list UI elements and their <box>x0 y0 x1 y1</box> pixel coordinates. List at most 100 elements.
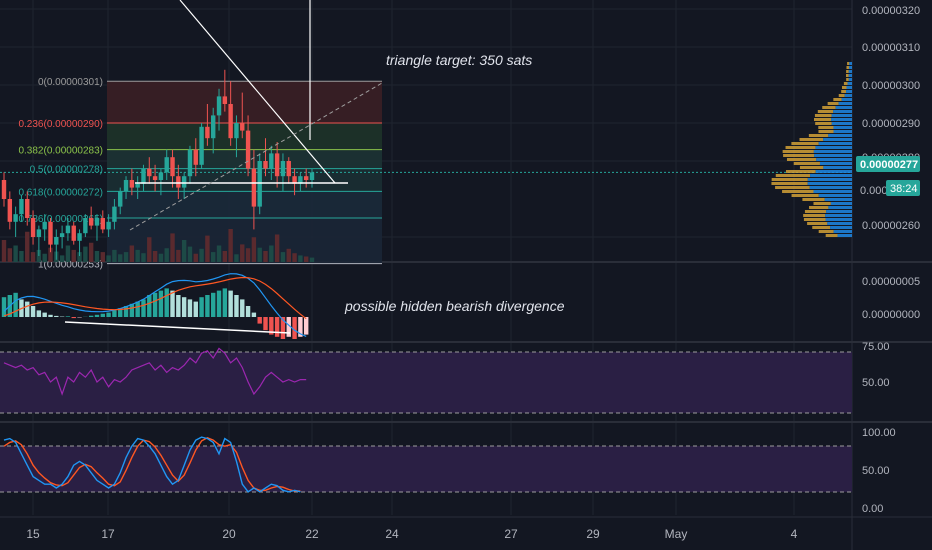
price-tick-label: 0.00000310 <box>862 42 920 54</box>
volume-bar <box>152 251 158 262</box>
volume-profile-up <box>809 186 852 189</box>
volume-bar <box>228 229 233 262</box>
candle-body <box>176 176 181 188</box>
volume-profile-down <box>833 98 842 101</box>
volume-bar <box>83 246 88 262</box>
volume-profile-down <box>785 170 816 173</box>
stoch-rsi-pane <box>0 436 852 493</box>
volume-profile-down <box>775 174 811 177</box>
volume-profile-up <box>837 234 852 237</box>
volume-bar <box>292 253 297 262</box>
volume-profile-down <box>813 118 832 121</box>
candle-body <box>274 153 280 177</box>
volume-bar <box>77 252 82 262</box>
volume-profile-up <box>818 194 852 197</box>
volume-profile-up <box>810 174 852 177</box>
volume-bar <box>251 237 257 262</box>
volume-profile-up <box>819 162 852 165</box>
volume-bar <box>106 255 111 262</box>
volume-bar <box>176 249 181 262</box>
macd-histogram-bar <box>118 308 123 317</box>
current-price-tag <box>856 156 920 172</box>
volume-bar <box>211 252 216 262</box>
divergence-annotation[interactable]: possible hidden bearish divergence <box>344 298 565 314</box>
volume-profile-up <box>830 226 852 229</box>
candle-body <box>88 218 94 226</box>
time-tick-label: 15 <box>26 527 40 541</box>
volume-profile-up <box>833 230 852 233</box>
candle-body <box>100 218 105 230</box>
price-tick-label: 0.00000300 <box>862 80 920 92</box>
candle-body <box>303 176 309 180</box>
macd-histogram-bar <box>280 317 286 339</box>
candle-body <box>59 233 65 237</box>
candle-body <box>147 168 152 177</box>
volume-profile-up <box>846 90 852 93</box>
candle-body <box>211 115 216 139</box>
candle-body <box>222 96 228 104</box>
candle-body <box>129 180 135 188</box>
volume-bar <box>112 249 117 262</box>
candle-body <box>19 199 24 215</box>
stoch-tick-label: 100.00 <box>862 427 896 439</box>
volume-bar <box>158 253 164 262</box>
candle-body <box>7 199 13 222</box>
macd-histogram-bar <box>164 288 169 317</box>
triangle-annotation[interactable]: triangle target: 350 sats <box>386 52 532 68</box>
candle-body <box>216 96 222 116</box>
volume-profile-up <box>823 166 852 169</box>
candle-body <box>42 221 47 230</box>
macd-histogram-bar <box>298 317 303 337</box>
macd-histogram-bar <box>65 316 71 317</box>
candle-body <box>309 172 315 180</box>
rsi-line <box>3 347 307 396</box>
candle-body <box>228 104 233 139</box>
macd-histogram-bar <box>286 317 291 337</box>
volume-profile-up <box>831 118 852 121</box>
candle-body <box>181 176 187 188</box>
volume-profile-up <box>815 146 852 149</box>
macd-histogram-bar <box>71 317 76 319</box>
volume-profile-up <box>825 214 852 217</box>
time-tick-label: 29 <box>586 527 600 541</box>
volume-bar <box>303 256 309 262</box>
current-price-label: 0.00000277 <box>860 159 918 171</box>
volume-profile-up <box>848 78 852 81</box>
volume-profile-down <box>771 178 808 181</box>
macd-histogram-bar <box>13 292 18 317</box>
volume-profile-down <box>782 190 814 193</box>
volume-profile-up <box>830 202 852 205</box>
macd-pane <box>1 273 309 339</box>
countdown-label: 38:24 <box>890 183 918 195</box>
fib-zone <box>107 218 382 264</box>
volume-profile-up <box>847 82 852 85</box>
volume-profile-up <box>846 86 852 89</box>
candle-body <box>251 168 257 207</box>
fib-zone <box>107 81 382 123</box>
candle-body <box>30 218 36 237</box>
candle-body <box>298 176 303 184</box>
volume-profile-up <box>833 126 852 129</box>
macd-histogram-bar <box>94 314 100 317</box>
volume-bar <box>48 247 53 262</box>
rsi-tick-label: 50.00 <box>862 377 890 389</box>
volume-profile-down <box>822 106 836 109</box>
candle-body <box>152 176 158 180</box>
volume-bar <box>100 252 105 262</box>
volume-profile-up <box>835 106 852 109</box>
volume-profile-up <box>814 154 852 157</box>
macd-histogram-bar <box>251 312 257 317</box>
volume-profile-up <box>826 210 852 213</box>
fib-level-label: 0.382(0.00000283) <box>18 146 103 157</box>
candle-body <box>25 199 30 218</box>
macd-histogram-bar <box>176 295 181 317</box>
candle-body <box>263 161 268 169</box>
macd-histogram-bar <box>158 290 164 317</box>
volume-bar <box>1 240 7 262</box>
macd-histogram-bar <box>152 292 158 317</box>
volume-bar <box>94 251 100 262</box>
macd-histogram-bar <box>228 290 233 317</box>
volume-bar <box>71 249 76 262</box>
candle-body <box>48 221 53 245</box>
